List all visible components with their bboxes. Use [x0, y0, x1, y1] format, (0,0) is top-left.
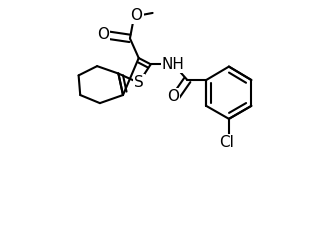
Text: Cl: Cl: [219, 135, 234, 150]
Text: NH: NH: [162, 57, 185, 72]
Text: O: O: [167, 89, 179, 104]
Text: O: O: [97, 27, 109, 42]
Text: O: O: [131, 7, 142, 22]
Text: S: S: [134, 75, 144, 90]
